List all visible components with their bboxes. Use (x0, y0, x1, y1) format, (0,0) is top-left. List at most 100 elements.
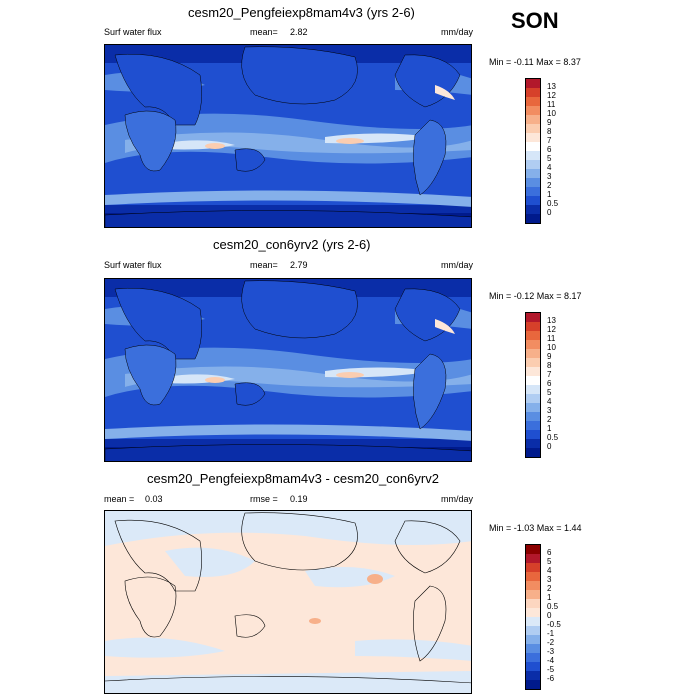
panel1-minmax: Min = -0.11 Max = 8.37 (489, 57, 581, 67)
panel1-colorbar-swatch (526, 196, 540, 205)
panel3-level-label: -5 (547, 665, 555, 674)
panel1-title: cesm20_Pengfeiexp8mam4v3 (yrs 2-6) (188, 5, 415, 20)
panel3-level-label: -4 (547, 656, 555, 665)
panel3-level-label: 4 (547, 566, 552, 575)
panel3-level-label: 0 (547, 611, 552, 620)
panel3-colorbar-swatch (526, 554, 540, 563)
panel2-minmax: Min = -0.12 Max = 8.17 (489, 291, 582, 301)
panel3-level-label: -0.5 (547, 620, 561, 629)
panel2-colorbar-swatch (526, 430, 540, 439)
panel2-mean-label: mean= (250, 260, 278, 270)
season-label: SON (511, 8, 559, 33)
panel3-colorbar-swatch (526, 617, 540, 626)
panel2-colorbar (525, 312, 541, 458)
panel2-level-label: 4 (547, 397, 552, 406)
panel1-mean-label: mean= (250, 27, 278, 37)
panel2-level-label: 3 (547, 406, 552, 415)
panel3-level-label: 1 (547, 593, 552, 602)
panel2-colorbar-swatch (526, 403, 540, 412)
panel3-colorbar-swatch (526, 581, 540, 590)
panel1-level-label: 0 (547, 208, 552, 217)
panel3-colorbar-swatch (526, 572, 540, 581)
panel2-units: mm/day (441, 260, 474, 270)
panel2-colorbar-swatch (526, 349, 540, 358)
panel3-colorbar (525, 544, 541, 690)
panel1-level-label: 9 (547, 118, 552, 127)
panel3-mean-value: 0.03 (145, 494, 163, 504)
panel1-colorbar-swatch (526, 178, 540, 187)
panel3-minmax: Min = -1.03 Max = 1.44 (489, 523, 582, 533)
panel3-colorbar-swatch (526, 545, 540, 554)
panel3-map (104, 510, 472, 694)
panel1-level-label: 8 (547, 127, 552, 136)
panel2-colorbar-swatch (526, 322, 540, 331)
panel1-level-label: 11 (547, 100, 556, 109)
panel2-title: cesm20_con6yrv2 (yrs 2-6) (213, 237, 371, 252)
panel1-mean-value: 2.82 (290, 27, 308, 37)
panel3-colorbar-swatch (526, 644, 540, 653)
panel1-colorbar-swatch (526, 169, 540, 178)
panel1-colorbar-swatch (526, 160, 540, 169)
panel3-colorbar-swatch (526, 626, 540, 635)
panel3-units: mm/day (441, 494, 474, 504)
panel1-colorbar-swatch (526, 106, 540, 115)
panel2-level-label: 11 (547, 334, 556, 343)
panel1-units: mm/day (441, 27, 474, 37)
panel3-level-label: 0.5 (547, 602, 559, 611)
panel2-colorbar-swatch (526, 394, 540, 403)
panel1-colorbar-swatch (526, 187, 540, 196)
panel3-rmse-value: 0.19 (290, 494, 308, 504)
panel3-colorbar-swatch (526, 680, 540, 689)
panel3-colorbar-swatch (526, 608, 540, 617)
panel2-level-label: 9 (547, 352, 552, 361)
panel2-colorbar-swatch (526, 358, 540, 367)
panel3-colorbar-swatch (526, 662, 540, 671)
panel1-colorbar-swatch (526, 214, 540, 223)
panel3-level-label: -6 (547, 674, 555, 683)
panel2-colorbar-swatch (526, 376, 540, 385)
panel2-colorbar-swatch (526, 331, 540, 340)
panel1-colorbar-swatch (526, 97, 540, 106)
panel3-rmse-label: rmse = (250, 494, 278, 504)
panel1-level-label: 12 (547, 91, 556, 100)
panel1-level-label: 10 (547, 109, 556, 118)
panel2-colorbar-swatch (526, 340, 540, 349)
panel2-map (104, 278, 472, 462)
panel1-colorbar-swatch (526, 124, 540, 133)
panel3-colorbar-swatch (526, 590, 540, 599)
panel2-colorbar-swatch (526, 412, 540, 421)
panel3-level-label: 5 (547, 557, 552, 566)
panel2-level-label: 7 (547, 370, 552, 379)
panel2-colorbar-swatch (526, 439, 540, 448)
panel2-level-label: 12 (547, 325, 556, 334)
panel3-level-label: 2 (547, 584, 552, 593)
panel2-colorbar-swatch (526, 367, 540, 376)
panel3-level-label: -1 (547, 629, 555, 638)
panel1-colorbar (525, 78, 541, 224)
panel1-colorbar-swatch (526, 205, 540, 214)
panel3-colorbar-swatch (526, 653, 540, 662)
panel1-level-label: 0.5 (547, 199, 559, 208)
panel1-level-label: 2 (547, 181, 552, 190)
panel3-colorbar-swatch (526, 563, 540, 572)
panel2-level-label: 8 (547, 361, 552, 370)
panel3-mean-label: mean = (104, 494, 135, 504)
panel1-colorbar-swatch (526, 115, 540, 124)
panel2-level-label: 5 (547, 388, 552, 397)
panel2-level-label: 2 (547, 415, 552, 424)
panel2-colorbar-swatch (526, 385, 540, 394)
panel1-map (104, 44, 472, 228)
panel3-level-label: -3 (547, 647, 555, 656)
panel2-colorbar-swatch (526, 421, 540, 430)
panel2-level-label: 13 (547, 316, 556, 325)
panel1-level-label: 4 (547, 163, 552, 172)
panel2-level-label: 0.5 (547, 433, 559, 442)
panel3-level-label: -2 (547, 638, 555, 647)
panel2-level-label: 10 (547, 343, 556, 352)
panel2-colorbar-swatch (526, 313, 540, 322)
panel1-level-label: 3 (547, 172, 552, 181)
panel1-level-label: 6 (547, 145, 552, 154)
panel2-mean-value: 2.79 (290, 260, 308, 270)
panel2-level-label: 0 (547, 442, 552, 451)
panel1-level-label: 5 (547, 154, 552, 163)
